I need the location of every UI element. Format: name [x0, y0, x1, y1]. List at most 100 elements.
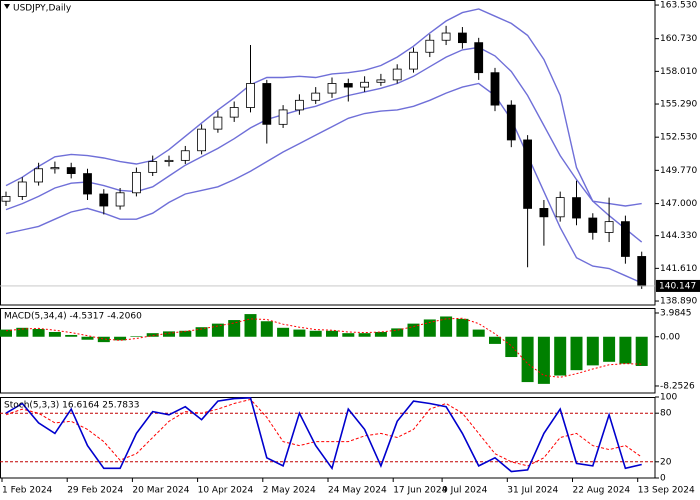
- candle-body: [588, 217, 598, 233]
- candle-body: [131, 171, 141, 194]
- macd-bar: [391, 328, 404, 337]
- candle-body: [66, 167, 76, 174]
- pane-title: Stoch(5,3,3) 16.6164 25.7833: [4, 401, 139, 411]
- candle-body: [148, 161, 158, 173]
- pane-frame: [0, 397, 656, 479]
- y-tick-label: 80: [660, 409, 672, 419]
- candle-body: [17, 181, 27, 197]
- x-tick-label: 20 Mar 2024: [132, 486, 189, 496]
- candle-body: [490, 72, 500, 106]
- macd-bar: [146, 333, 159, 337]
- candle-body: [506, 104, 516, 141]
- macd-bar: [163, 331, 175, 337]
- candle-body: [539, 208, 549, 218]
- y-tick-label: 149.770: [660, 166, 697, 176]
- macd-bar: [423, 319, 436, 337]
- y-tick-label: 3.9845: [660, 308, 692, 318]
- macd-bar: [570, 336, 583, 371]
- macd-bar: [456, 318, 469, 337]
- macd-bar: [554, 336, 567, 376]
- last-price-box: [656, 279, 700, 292]
- y-tick-label: 138.890: [660, 297, 697, 307]
- macd-bar: [472, 329, 485, 337]
- x-tick-label: 10 Apr 2024: [198, 486, 254, 496]
- candle-body: [1, 196, 11, 202]
- candle-body: [555, 197, 565, 218]
- macd-bar: [521, 336, 534, 383]
- symbol-icon: [4, 4, 10, 9]
- x-tick-label: 2 May 2024: [263, 486, 316, 496]
- bollinger-band: [5, 8, 642, 207]
- macd-bar: [586, 336, 599, 366]
- candle-body: [99, 193, 109, 207]
- candle-body: [392, 68, 402, 81]
- x-tick-label: 31 Jul 2024: [507, 486, 558, 496]
- last-price-label: 140.147: [659, 281, 696, 291]
- candle-body: [34, 168, 43, 183]
- candle-body: [572, 197, 581, 219]
- y-tick-label: 20: [660, 457, 672, 467]
- pane-frame: [0, 0, 656, 306]
- macd-bar: [228, 320, 241, 337]
- x-tick-label: 1 Feb 2024: [2, 486, 53, 496]
- y-tick-label: 147.000: [660, 199, 697, 209]
- candle-body: [278, 109, 288, 125]
- candle-body: [294, 99, 304, 111]
- y-tick-label: 155.290: [660, 100, 697, 110]
- x-tick-label: 24 May 2024: [328, 486, 387, 496]
- y-tick-label: 144.330: [660, 231, 697, 241]
- macd-bar: [179, 330, 192, 337]
- y-tick-label: 0: [660, 474, 666, 484]
- pane-title: MACD(5,34,4) -4.5317 -4.2060: [4, 312, 142, 322]
- y-tick-label: 160.730: [660, 34, 697, 44]
- candle-body: [409, 51, 418, 70]
- x-tick-label: 9 Jul 2024: [442, 486, 487, 496]
- pane-frame: [0, 308, 656, 394]
- candle-body: [343, 83, 353, 88]
- candle-body: [213, 116, 223, 130]
- macd-bar: [619, 336, 632, 364]
- macd-bar: [195, 327, 208, 337]
- candle-body: [457, 32, 467, 44]
- macd-bar: [81, 336, 94, 340]
- macd-bar: [32, 328, 45, 337]
- macd-bar: [0, 329, 12, 337]
- candle-body: [637, 256, 647, 287]
- x-tick-label: 29 Feb 2024: [67, 486, 123, 496]
- macd-bar: [440, 316, 453, 337]
- macd-bar: [97, 336, 110, 343]
- macd-bar: [65, 334, 78, 337]
- macd-bar: [130, 336, 143, 337]
- candle-body: [50, 167, 60, 170]
- macd-bar: [244, 314, 257, 337]
- bollinger-band: [5, 82, 642, 284]
- y-tick-label: 158.010: [660, 67, 697, 77]
- candle-body: [441, 32, 451, 41]
- y-tick-label: 141.610: [660, 264, 697, 274]
- stoch-signal: [5, 398, 642, 467]
- candle-body: [229, 107, 239, 118]
- candle-body: [327, 83, 337, 94]
- candle-body: [523, 139, 532, 209]
- y-tick-label: 0.00: [660, 332, 680, 342]
- y-tick-label: 163.530: [660, 1, 697, 11]
- x-tick-label: 13 Sep 2024: [638, 486, 695, 496]
- macd-signal: [5, 317, 642, 378]
- y-tick-label: 100: [660, 393, 677, 403]
- bollinger-band: [5, 46, 643, 243]
- x-tick-label: 17 Jun 2024: [393, 486, 447, 496]
- macd-bar: [326, 330, 338, 337]
- macd-bar: [293, 329, 306, 337]
- macd-bar: [260, 321, 273, 337]
- candle-body: [621, 221, 630, 257]
- candle-body: [604, 221, 614, 233]
- macd-bar: [358, 333, 371, 337]
- candle-body: [115, 192, 125, 207]
- macd-bar: [635, 336, 648, 366]
- candle-body: [262, 83, 272, 125]
- macd-bar: [505, 336, 518, 358]
- macd-bar: [277, 327, 290, 337]
- macd-bar: [48, 331, 61, 337]
